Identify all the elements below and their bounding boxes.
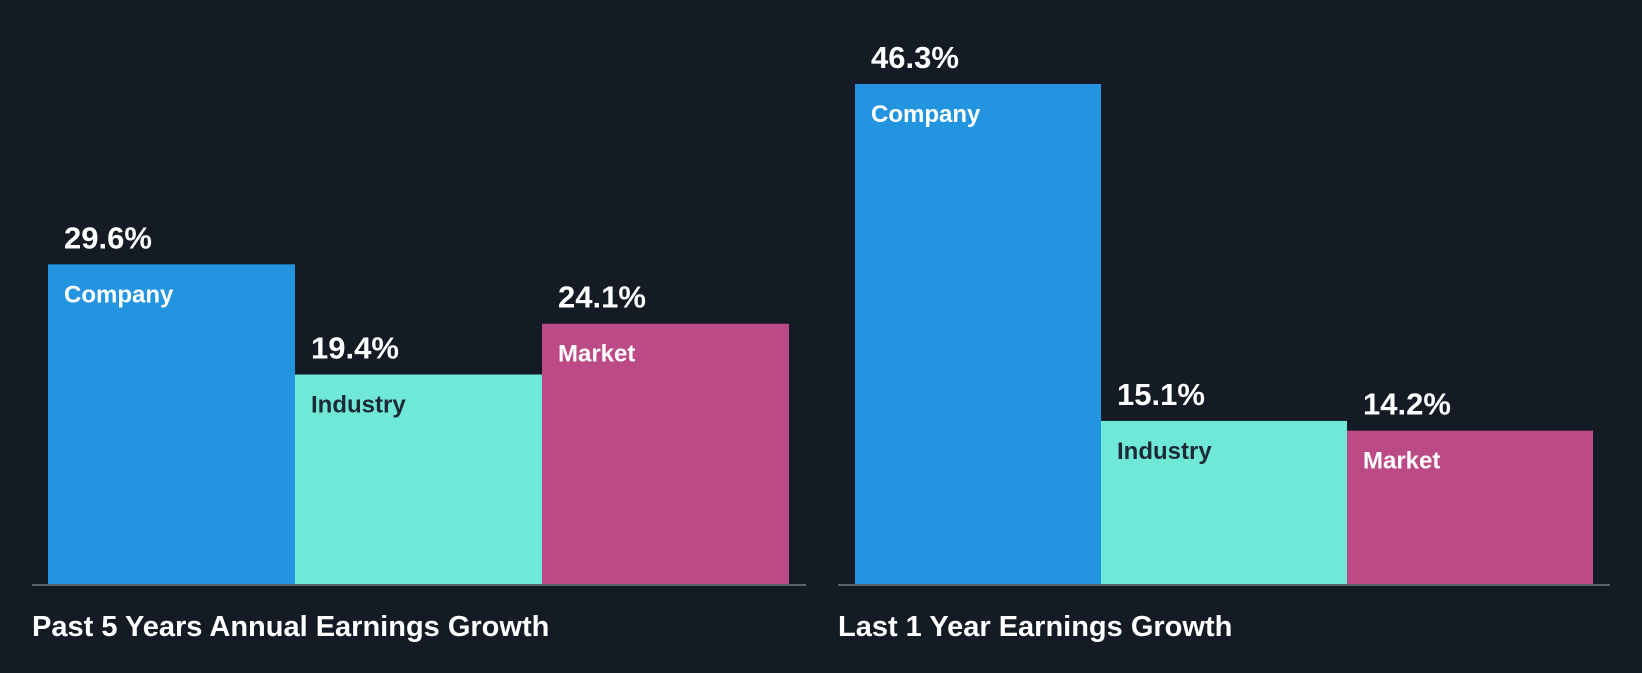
chart-title: Past 5 Years Annual Earnings Growth	[32, 611, 549, 643]
chart-panel-2: 46.3% Company 15.1% Industry 14.2% Market Last…	[838, 40, 1610, 643]
category-label-market: Market	[558, 341, 635, 368]
category-label-company: Company	[64, 281, 174, 308]
category-label-industry: Industry	[1117, 438, 1212, 465]
bar-company	[855, 84, 1101, 584]
chart-panel-1: 29.6% Company 19.4% Industry 24.1% Market Past…	[32, 220, 806, 643]
bar-market	[1347, 430, 1593, 584]
bar-market	[542, 323, 789, 584]
chart-title: Last 1 Year Earnings Growth	[838, 611, 1232, 643]
category-label-industry: Industry	[311, 391, 406, 418]
value-label-market: 14.2%	[1363, 387, 1451, 422]
bar-company	[48, 264, 295, 584]
bar-industry	[1101, 420, 1347, 584]
value-label-industry: 19.4%	[311, 330, 399, 365]
value-label-company: 46.3%	[871, 40, 959, 75]
bar-industry	[295, 374, 542, 584]
category-label-company: Company	[871, 101, 981, 128]
value-label-market: 24.1%	[558, 280, 646, 315]
value-label-industry: 15.1%	[1117, 377, 1205, 412]
value-label-company: 29.6%	[64, 220, 152, 255]
category-label-market: Market	[1363, 448, 1440, 475]
